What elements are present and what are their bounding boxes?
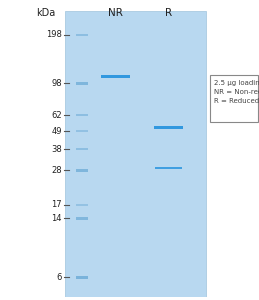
Text: 198: 198 xyxy=(46,30,62,39)
Bar xyxy=(76,82,88,85)
Text: 62: 62 xyxy=(51,111,62,120)
Text: 17: 17 xyxy=(51,200,62,209)
Text: 2.5 μg loading
NR = Non-reduced
R = Reduced: 2.5 μg loading NR = Non-reduced R = Redu… xyxy=(214,80,259,104)
Text: 28: 28 xyxy=(51,166,62,175)
Bar xyxy=(76,217,88,220)
Bar xyxy=(76,275,88,279)
Text: 49: 49 xyxy=(51,127,62,136)
Bar xyxy=(154,126,183,129)
Text: 98: 98 xyxy=(51,79,62,88)
FancyBboxPatch shape xyxy=(210,75,258,122)
Text: 38: 38 xyxy=(51,145,62,154)
Bar xyxy=(76,169,88,172)
Text: 14: 14 xyxy=(51,214,62,223)
Text: 6: 6 xyxy=(56,272,62,281)
Bar xyxy=(76,34,88,36)
Bar xyxy=(76,114,88,116)
Bar xyxy=(155,167,182,169)
Text: kDa: kDa xyxy=(36,8,55,18)
FancyBboxPatch shape xyxy=(65,11,206,297)
Text: NR: NR xyxy=(108,8,123,18)
Bar xyxy=(76,148,88,150)
Bar xyxy=(101,75,130,78)
Text: R: R xyxy=(165,8,172,18)
Bar xyxy=(76,130,88,132)
Bar xyxy=(76,204,88,206)
